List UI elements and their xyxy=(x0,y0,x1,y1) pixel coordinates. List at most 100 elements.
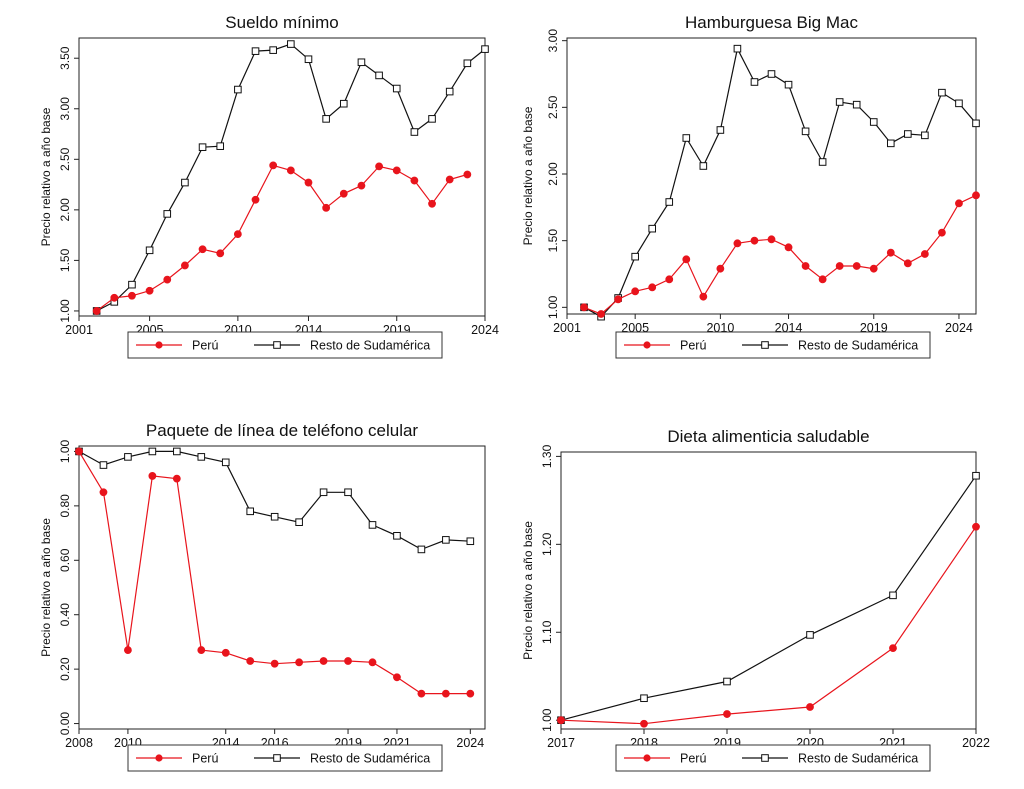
data-point-resto xyxy=(417,545,426,554)
data-point-peru xyxy=(648,283,657,292)
data-point-peru xyxy=(357,181,366,190)
data-point-resto xyxy=(767,70,776,78)
data-point-peru xyxy=(784,243,793,252)
data-point-peru xyxy=(665,275,674,284)
data-point-resto xyxy=(750,78,759,86)
data-point-resto xyxy=(287,40,295,48)
data-point-peru xyxy=(818,275,827,284)
legend-label-resto: Resto de Sudamérica xyxy=(310,752,430,766)
data-point-resto xyxy=(304,55,313,64)
data-point-resto xyxy=(481,45,489,53)
data-point-resto xyxy=(938,88,946,97)
y-axis-label: Precio relativo a año base xyxy=(39,107,53,246)
legend-label-peru: Perú xyxy=(192,752,218,766)
data-point-peru xyxy=(852,262,861,270)
data-point-peru xyxy=(597,310,605,318)
data-point-peru xyxy=(393,673,401,682)
legend-label-peru: Perú xyxy=(680,339,706,353)
data-point-peru xyxy=(216,249,225,258)
y-tick-label: 0.40 xyxy=(58,603,72,627)
x-tick-label: 2001 xyxy=(65,323,93,337)
y-tick-label: 1.50 xyxy=(58,248,72,272)
y-tick-label: 1.00 xyxy=(546,295,560,319)
data-point-peru xyxy=(955,199,963,208)
data-point-peru xyxy=(972,191,980,200)
data-point-peru xyxy=(614,295,623,304)
y-tick-label: 1.00 xyxy=(58,299,72,323)
data-point-resto xyxy=(972,471,980,480)
data-point-peru xyxy=(172,474,181,483)
data-point-peru xyxy=(128,291,136,300)
chart-panel-4: Dieta alimenticia saludable 1.00 1.10 1.20 1… xyxy=(521,427,990,772)
data-point-peru xyxy=(181,261,189,270)
plot-frame xyxy=(78,37,486,317)
y-tick-label: 1.00 xyxy=(540,708,554,732)
data-point-resto xyxy=(128,280,136,289)
data-point-resto xyxy=(269,46,277,54)
data-point-peru xyxy=(445,175,454,184)
data-point-peru xyxy=(557,716,565,725)
data-point-peru xyxy=(251,195,260,204)
data-point-peru xyxy=(428,199,436,208)
plot-frame xyxy=(566,37,977,315)
data-point-peru xyxy=(801,262,810,270)
chart-title: Dieta alimenticia saludable xyxy=(667,427,869,446)
data-point-peru xyxy=(723,710,731,718)
y-tick-label: 1.20 xyxy=(540,532,554,556)
data-point-peru xyxy=(197,646,206,654)
data-point-resto xyxy=(221,458,230,467)
data-point-resto xyxy=(463,59,472,68)
plot-frame xyxy=(560,451,977,730)
data-point-peru xyxy=(269,161,278,170)
data-point-peru xyxy=(368,658,377,667)
data-point-peru xyxy=(286,166,295,175)
y-tick-label: 0.00 xyxy=(58,712,72,736)
data-point-peru xyxy=(99,488,108,497)
legend-marker-resto xyxy=(273,341,281,349)
data-point-resto xyxy=(295,518,303,526)
series-line-peru xyxy=(96,164,468,312)
legend-marker-peru xyxy=(155,341,163,349)
data-point-peru xyxy=(640,719,648,728)
data-point-resto xyxy=(955,99,963,108)
data-point-peru xyxy=(375,162,383,171)
y-tick-label: 1.30 xyxy=(540,444,554,468)
y-tick-label: 0.80 xyxy=(58,494,72,518)
legend-marker-peru xyxy=(643,754,651,762)
legend-marker-resto xyxy=(273,754,281,762)
data-point-peru xyxy=(221,648,230,657)
data-point-resto xyxy=(445,87,454,96)
data-point-resto xyxy=(428,115,436,123)
data-point-peru xyxy=(767,235,776,244)
data-point-resto xyxy=(173,447,181,456)
data-point-peru xyxy=(716,264,725,273)
data-point-resto xyxy=(665,198,674,206)
data-point-peru xyxy=(938,228,946,237)
chart-panel-2: Hamburguesa Big Mac 1.00 1.50 2.00 2.50 3.00 P… xyxy=(521,13,980,359)
data-point-peru xyxy=(920,250,929,258)
data-point-resto xyxy=(344,488,352,497)
data-point-resto xyxy=(648,224,657,233)
data-point-resto xyxy=(393,531,401,540)
x-tick-label: 2024 xyxy=(471,323,499,337)
plot-frame xyxy=(78,445,486,730)
y-tick-label: 1.10 xyxy=(540,620,554,644)
data-point-resto xyxy=(234,85,242,94)
data-point-resto xyxy=(368,521,377,529)
data-point-resto xyxy=(339,99,348,108)
data-point-peru xyxy=(886,248,895,257)
legend-label-resto: Resto de Sudamérica xyxy=(798,339,918,353)
data-point-resto xyxy=(869,118,878,126)
data-point-resto xyxy=(216,142,225,150)
y-axis-label: Precio relativo a año base xyxy=(39,518,53,657)
legend-label-resto: Resto de Sudamérica xyxy=(310,339,430,353)
data-point-resto xyxy=(818,158,827,166)
data-point-peru xyxy=(733,239,742,248)
data-point-peru xyxy=(410,176,419,185)
data-point-resto xyxy=(852,100,861,109)
data-point-resto xyxy=(375,71,383,80)
data-point-peru xyxy=(295,658,304,667)
data-point-peru xyxy=(304,178,313,187)
data-point-resto xyxy=(904,130,912,138)
